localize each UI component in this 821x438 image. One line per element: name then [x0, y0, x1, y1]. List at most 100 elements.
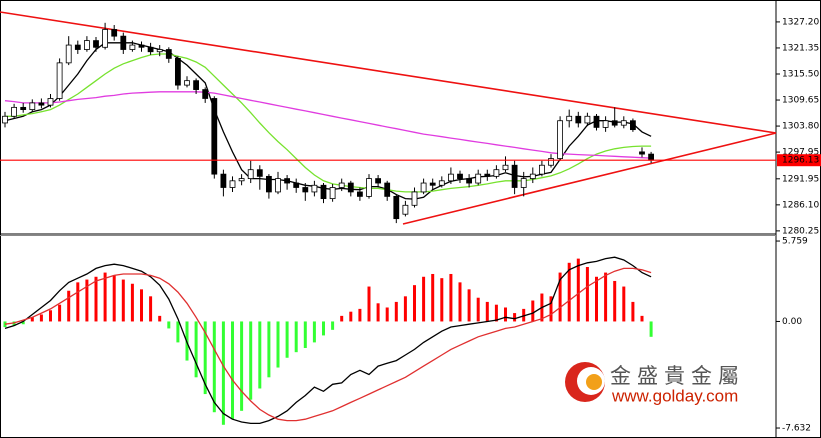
y-tick-label: 1280.25 — [782, 226, 819, 236]
histogram-bar — [331, 321, 335, 330]
histogram-bar — [21, 321, 25, 325]
histogram-bar — [67, 290, 71, 322]
candle-body — [457, 173, 463, 179]
histogram-bar — [212, 321, 216, 413]
histogram-bar — [549, 296, 553, 322]
candle-body — [20, 106, 27, 110]
histogram-bar — [403, 296, 407, 322]
y-tick-label: 1327.20 — [782, 17, 819, 27]
candle-body — [184, 80, 190, 86]
candle-body — [265, 175, 272, 193]
candle-body — [129, 44, 136, 50]
y-tick-label: 0.00 — [782, 317, 802, 327]
histogram-bar — [130, 283, 134, 322]
histogram-bar — [167, 321, 171, 329]
histogram-bar — [312, 321, 316, 343]
candle-body — [575, 115, 582, 124]
histogram-bar — [631, 301, 635, 322]
candle-body — [165, 49, 172, 59]
candle-body — [2, 115, 8, 124]
candle-body — [356, 191, 363, 197]
histogram-bar — [531, 300, 535, 322]
candle-body — [584, 115, 591, 124]
candle-body — [311, 184, 318, 193]
histogram-bar — [249, 321, 253, 400]
y-tick-label: 1321.35 — [782, 43, 819, 53]
histogram-bar — [349, 311, 353, 322]
histogram-bar — [194, 321, 198, 378]
indicator-line — [5, 53, 652, 193]
histogram-bar — [622, 286, 626, 322]
candle-body — [74, 44, 81, 50]
histogram-bar — [358, 308, 362, 322]
histogram-bar — [221, 321, 225, 425]
histogram-bar — [30, 317, 34, 322]
indicator-line — [4, 91, 652, 159]
histogram-bar — [485, 301, 489, 322]
histogram-bar — [49, 310, 52, 322]
candle-body — [275, 178, 281, 193]
histogram-bar — [322, 321, 325, 336]
candle-body — [602, 120, 609, 128]
candle-body — [366, 178, 372, 197]
histogram-bar — [258, 321, 262, 389]
histogram-bar — [558, 272, 562, 322]
histogram-bar — [294, 321, 298, 353]
histogram-bar — [39, 314, 43, 322]
candle-body — [529, 173, 536, 179]
candle-body — [493, 169, 500, 177]
histogram-bar — [504, 307, 507, 322]
histogram-bar — [413, 285, 416, 322]
histogram-bar — [85, 279, 89, 322]
candle-body — [402, 204, 409, 215]
candle-body — [11, 106, 18, 117]
histogram-bar — [94, 276, 98, 322]
histogram-bar — [567, 262, 571, 322]
logo-icon — [586, 374, 602, 390]
candle-body — [466, 178, 473, 184]
histogram-bar — [422, 276, 426, 322]
histogram-bar — [276, 321, 280, 368]
histogram-bar — [240, 321, 244, 411]
histogram-bar — [576, 258, 580, 322]
watermark-name: 金盛貴金屬 — [610, 364, 745, 388]
candle-body — [611, 120, 618, 126]
candle-body — [502, 164, 509, 171]
histogram-bar — [458, 282, 462, 322]
y-tick-label: 1309.65 — [782, 96, 819, 106]
histogram-bar — [367, 286, 371, 322]
y-tick-label: 1286.10 — [782, 200, 819, 210]
indicator-line — [4, 256, 652, 425]
histogram-bar — [595, 276, 598, 322]
histogram-bar — [140, 289, 143, 322]
candle-body — [539, 164, 545, 175]
candle-body — [120, 35, 127, 50]
candle-body — [347, 182, 354, 193]
candle-body — [202, 89, 209, 99]
histogram-bar — [394, 301, 398, 322]
histogram-bar — [613, 280, 617, 322]
candle-body — [65, 44, 72, 64]
candle-body — [138, 44, 145, 48]
candle-body — [156, 49, 163, 53]
candle-body — [229, 180, 236, 188]
candle-body — [38, 102, 45, 106]
histogram-bar — [76, 282, 80, 322]
candle-body — [420, 182, 427, 193]
candle-body — [102, 29, 108, 48]
candle-body — [566, 115, 573, 122]
candle-body — [484, 173, 491, 177]
candle-body — [593, 115, 600, 128]
candle-body — [384, 182, 391, 197]
histogram-bar — [440, 278, 444, 322]
candle-body — [211, 98, 218, 175]
candle-body — [548, 158, 554, 166]
y-tick-label: 1303.80 — [782, 122, 819, 132]
candle-body — [256, 169, 263, 177]
histogram-bar — [158, 315, 162, 322]
candle-body — [238, 178, 245, 182]
y-tick-label: -7.632 — [782, 424, 811, 434]
candle-body — [447, 173, 454, 182]
candle-body — [620, 120, 627, 126]
